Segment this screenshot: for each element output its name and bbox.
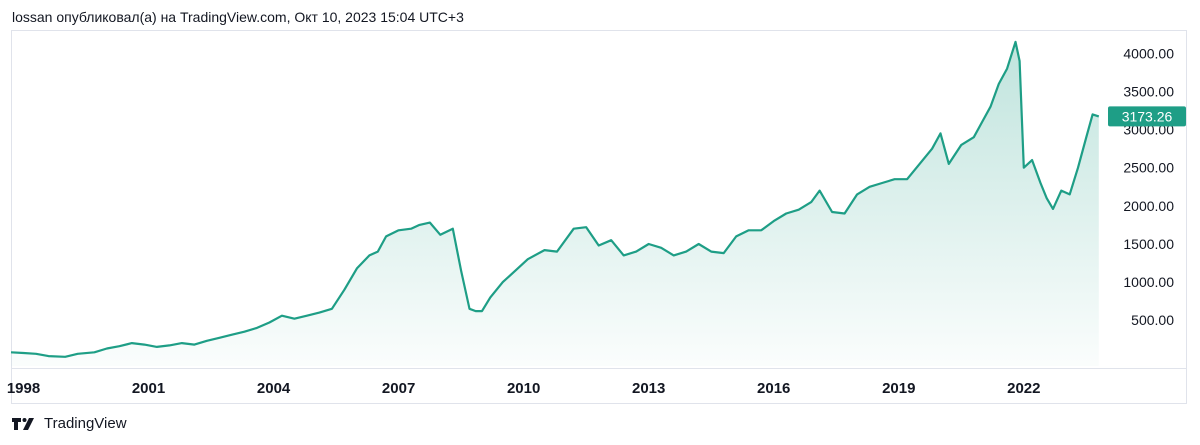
x-tick-label: 2019 — [882, 380, 915, 397]
y-tick-label: 2000.00 — [1123, 198, 1174, 214]
x-tick-label: 2022 — [1007, 380, 1040, 397]
time-axis[interactable] — [11, 368, 1187, 404]
y-tick-label: 2500.00 — [1123, 160, 1174, 176]
x-tick-label: 2001 — [132, 380, 165, 397]
x-tick-label: 2004 — [257, 380, 291, 397]
last-value-marker: 3173.26 — [1108, 106, 1186, 127]
y-tick-label: 1500.00 — [1123, 236, 1174, 252]
x-tick-label: 1998 — [7, 380, 40, 397]
y-tick-label: 1000.00 — [1123, 274, 1174, 290]
price-area-fill — [11, 41, 1099, 367]
y-tick-label: 500.00 — [1131, 312, 1174, 328]
price-axis[interactable] — [1108, 30, 1187, 368]
tradingview-logo-icon — [12, 416, 38, 432]
price-line — [10, 40, 1100, 358]
y-tick-label: 3500.00 — [1123, 83, 1174, 99]
tradingview-brand[interactable]: TradingView — [12, 415, 127, 432]
x-tick-label: 2016 — [757, 380, 790, 397]
x-tick-label: 2010 — [507, 380, 540, 397]
brand-name: TradingView — [44, 415, 127, 432]
x-tick-label: 2007 — [382, 380, 415, 397]
plot-area[interactable] — [11, 30, 1108, 368]
published-caption: lossan опубликовал(а) на TradingView.com… — [12, 9, 464, 25]
x-tick-label: 2013 — [632, 380, 665, 397]
last-value-label: 3173.26 — [1122, 108, 1173, 124]
y-tick-label: 4000.00 — [1123, 45, 1174, 61]
